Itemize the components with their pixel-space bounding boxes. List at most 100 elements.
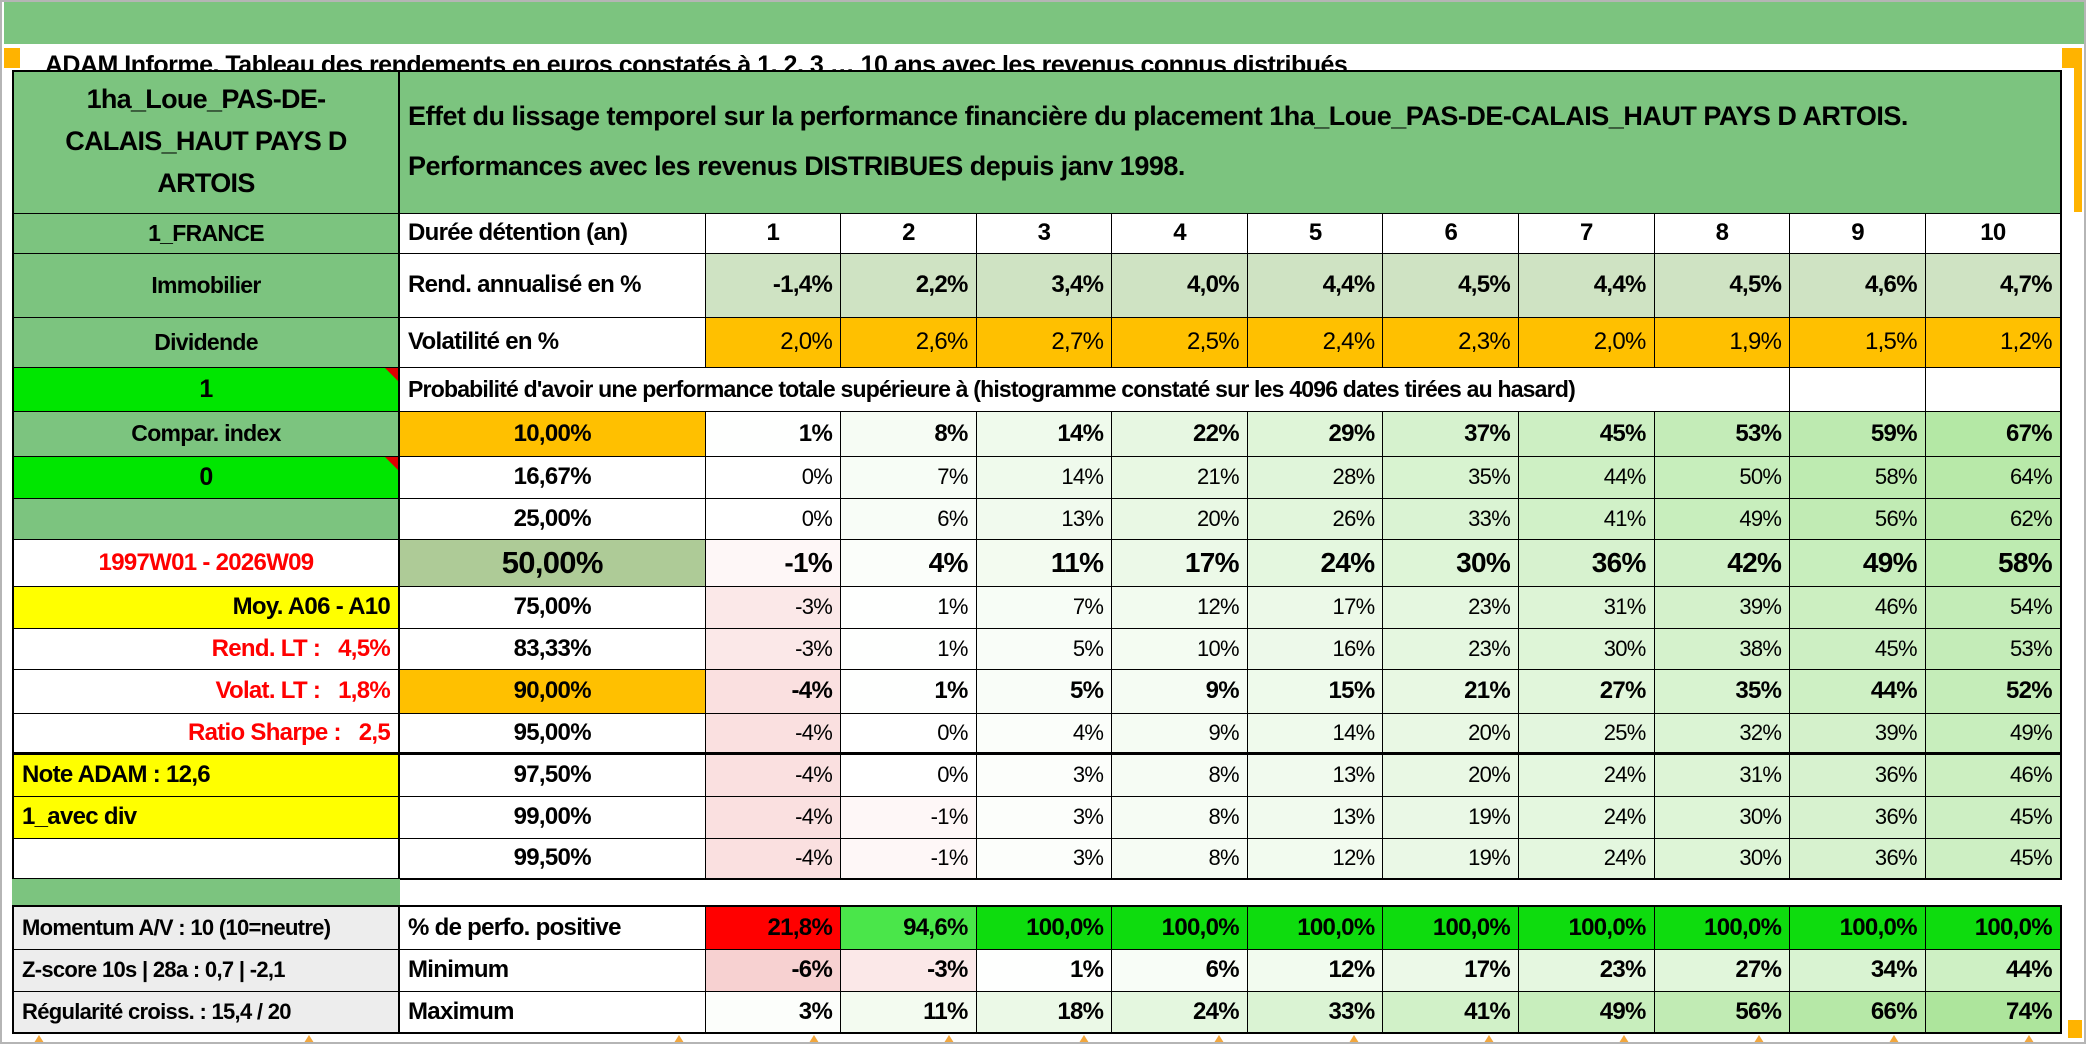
summary-value-cell[interactable]: 6% xyxy=(1111,948,1248,992)
duration-year-cell[interactable]: 2 xyxy=(840,212,977,254)
rendement-value-cell[interactable]: 4,7% xyxy=(1924,252,2062,318)
probability-value-cell[interactable]: 1% xyxy=(704,410,842,457)
duration-year-cell[interactable]: 6 xyxy=(1382,212,1520,254)
probability-value-cell[interactable]: 0% xyxy=(840,752,977,797)
rendement-value-cell[interactable]: -1,4% xyxy=(704,252,842,318)
probability-value-cell[interactable]: 67% xyxy=(1924,410,2062,457)
duration-year-cell[interactable]: 3 xyxy=(975,212,1113,254)
probability-value-cell[interactable]: 14% xyxy=(1246,712,1384,755)
summary-row-label-cell[interactable]: Régularité croiss. : 15,4 / 20 xyxy=(12,990,400,1034)
probability-value-cell[interactable]: 8% xyxy=(1111,837,1248,880)
probability-threshold-cell[interactable]: 99,00% xyxy=(398,795,706,839)
probability-value-cell[interactable]: 30% xyxy=(1653,795,1791,839)
probability-value-cell[interactable]: 0% xyxy=(704,455,842,499)
summary-value-cell[interactable]: 100,0% xyxy=(1924,905,2062,950)
probability-value-cell[interactable]: 30% xyxy=(1382,538,1520,587)
duration-year-cell[interactable]: 7 xyxy=(1518,212,1655,254)
probability-value-cell[interactable]: -3% xyxy=(704,627,842,670)
probability-value-cell[interactable]: 56% xyxy=(1789,497,1926,540)
probability-header-cell[interactable]: Probabilité d'avoir une performance tota… xyxy=(398,366,1791,412)
summary-value-cell[interactable]: 100,0% xyxy=(975,905,1113,950)
probability-value-cell[interactable]: -4% xyxy=(704,837,842,880)
probability-value-cell[interactable]: 41% xyxy=(1518,497,1655,540)
probability-value-cell[interactable]: 35% xyxy=(1653,668,1791,714)
probability-value-cell[interactable]: 11% xyxy=(975,538,1113,587)
row-label-cell[interactable]: Volat. LT : 1,8% xyxy=(12,668,400,714)
probability-value-cell[interactable]: 50% xyxy=(1653,455,1791,499)
summary-value-cell[interactable]: 100,0% xyxy=(1653,905,1791,950)
probability-value-cell[interactable]: 4% xyxy=(840,538,977,587)
rendement-value-cell[interactable]: 3,4% xyxy=(975,252,1113,318)
volatilite-value-cell[interactable]: 1,5% xyxy=(1789,316,1926,368)
probability-value-cell[interactable]: 44% xyxy=(1518,455,1655,499)
summary-value-cell[interactable]: 21,8% xyxy=(704,905,842,950)
summary-value-cell[interactable]: 100,0% xyxy=(1518,905,1655,950)
probability-value-cell[interactable]: 20% xyxy=(1382,712,1520,755)
probability-threshold-cell[interactable]: 25,00% xyxy=(398,497,706,540)
probability-value-cell[interactable]: 7% xyxy=(840,455,977,499)
probability-value-cell[interactable]: 21% xyxy=(1111,455,1248,499)
summary-value-cell[interactable]: 44% xyxy=(1924,948,2062,992)
rendement-value-cell[interactable]: 2,2% xyxy=(840,252,977,318)
probability-value-cell[interactable]: 9% xyxy=(1111,712,1248,755)
probability-value-cell[interactable]: 3% xyxy=(975,752,1113,797)
summary-metric-label-cell[interactable]: Minimum xyxy=(398,948,706,992)
probability-value-cell[interactable]: 45% xyxy=(1789,627,1926,670)
probability-value-cell[interactable]: 14% xyxy=(975,455,1113,499)
summary-metric-label-cell[interactable]: Maximum xyxy=(398,990,706,1034)
probability-threshold-cell[interactable]: 50,00% xyxy=(398,538,706,587)
summary-value-cell[interactable]: 1% xyxy=(975,948,1113,992)
summary-value-cell[interactable]: 3% xyxy=(704,990,842,1034)
probability-value-cell[interactable]: 23% xyxy=(1382,585,1520,629)
probability-threshold-cell[interactable]: 99,50% xyxy=(398,837,706,880)
probability-threshold-cell[interactable]: 95,00% xyxy=(398,712,706,755)
rendement-value-cell[interactable]: 4,0% xyxy=(1111,252,1248,318)
probability-value-cell[interactable]: 52% xyxy=(1924,668,2062,714)
summary-value-cell[interactable]: 23% xyxy=(1518,948,1655,992)
probability-threshold-cell[interactable]: 75,00% xyxy=(398,585,706,629)
volatilite-label-cell[interactable]: Volatilité en % xyxy=(398,316,706,368)
volatilite-value-cell[interactable]: 1,2% xyxy=(1924,316,2062,368)
probability-value-cell[interactable]: 1% xyxy=(840,668,977,714)
probability-value-cell[interactable]: 64% xyxy=(1924,455,2062,499)
probability-value-cell[interactable]: 17% xyxy=(1111,538,1248,587)
volatilite-value-cell[interactable]: 2,7% xyxy=(975,316,1113,368)
row-label-cell[interactable]: Moy. A06 - A10 xyxy=(12,585,400,629)
placement-name-cell[interactable]: 1ha_Loue_PAS-DE-CALAIS_HAUT PAYS D ARTOI… xyxy=(12,70,400,214)
volatilite-value-cell[interactable]: 2,0% xyxy=(1518,316,1655,368)
probability-value-cell[interactable]: 59% xyxy=(1789,410,1926,457)
flag-1-cell[interactable]: 1 xyxy=(12,366,400,412)
summary-value-cell[interactable]: 18% xyxy=(975,990,1113,1034)
summary-value-cell[interactable]: 100,0% xyxy=(1111,905,1248,950)
probability-value-cell[interactable]: 5% xyxy=(975,668,1113,714)
probability-value-cell[interactable]: 33% xyxy=(1382,497,1520,540)
rendement-value-cell[interactable]: 4,5% xyxy=(1653,252,1791,318)
probability-value-cell[interactable]: 8% xyxy=(1111,795,1248,839)
probability-value-cell[interactable]: 53% xyxy=(1653,410,1791,457)
probability-value-cell[interactable]: 31% xyxy=(1518,585,1655,629)
volatilite-value-cell[interactable]: 2,0% xyxy=(704,316,842,368)
probability-value-cell[interactable]: 20% xyxy=(1382,752,1520,797)
probability-value-cell[interactable]: 5% xyxy=(975,627,1113,670)
probability-value-cell[interactable]: 44% xyxy=(1789,668,1926,714)
probability-threshold-cell[interactable]: 90,00% xyxy=(398,668,706,714)
probability-value-cell[interactable]: 13% xyxy=(975,497,1113,540)
probability-value-cell[interactable]: 23% xyxy=(1382,627,1520,670)
duration-year-cell[interactable]: 5 xyxy=(1246,212,1384,254)
probability-value-cell[interactable]: 24% xyxy=(1518,795,1655,839)
row-label-cell[interactable] xyxy=(12,497,400,540)
probability-value-cell[interactable]: 37% xyxy=(1382,410,1520,457)
probability-value-cell[interactable]: 45% xyxy=(1924,837,2062,880)
summary-value-cell[interactable]: 27% xyxy=(1653,948,1791,992)
duration-year-cell[interactable]: 10 xyxy=(1924,212,2062,254)
probability-value-cell[interactable]: 36% xyxy=(1789,795,1926,839)
probability-value-cell[interactable]: 1% xyxy=(840,627,977,670)
probability-value-cell[interactable]: 46% xyxy=(1924,752,2062,797)
row-label-immobilier-cell[interactable]: Immobilier xyxy=(12,252,400,318)
probability-value-cell[interactable]: 20% xyxy=(1111,497,1248,540)
rendement-value-cell[interactable]: 4,6% xyxy=(1789,252,1926,318)
summary-metric-label-cell[interactable]: % de perfo. positive xyxy=(398,905,706,950)
summary-value-cell[interactable]: 34% xyxy=(1789,948,1926,992)
row-label-dividende-cell[interactable]: Dividende xyxy=(12,316,400,368)
row-label-cell[interactable] xyxy=(12,837,400,880)
